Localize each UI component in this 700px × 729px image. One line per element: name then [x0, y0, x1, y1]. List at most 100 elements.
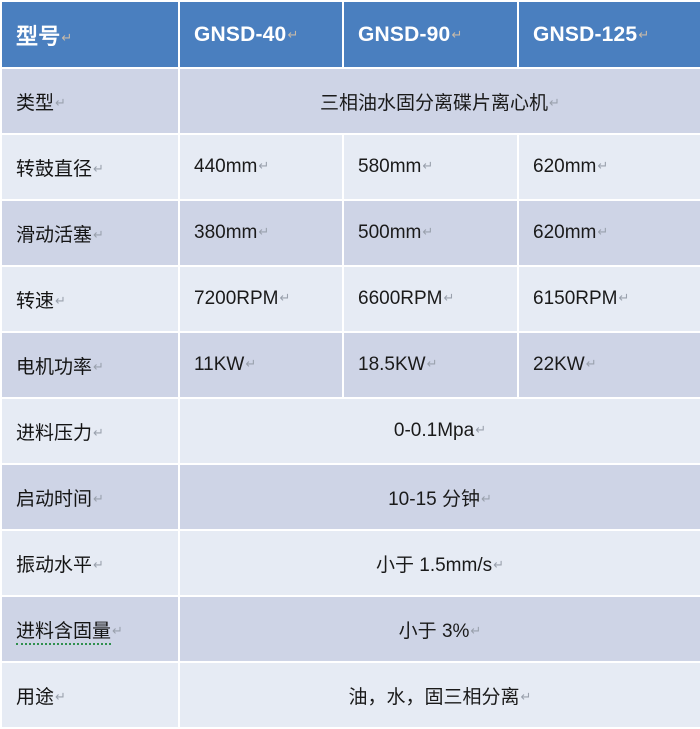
table-row: 进料含固量↵ 小于 3%↵ [0, 595, 700, 663]
table-row: 用途↵ 油，水，固三相分离↵ [0, 661, 700, 729]
row-merged-value-text: 小于 1.5mm/s [375, 554, 493, 576]
column-header-label-text: 型号 [16, 23, 61, 49]
row-label-cell: 进料压力↵ [0, 397, 180, 465]
pilcrow-icon: ↵ [245, 357, 257, 372]
pilcrow-icon: ↵ [638, 27, 650, 43]
row-label-cell: 转鼓直径↵ [0, 133, 180, 201]
table-row: 启动时间↵ 10-15 分钟 ↵ [0, 463, 700, 531]
pilcrow-icon: ↵ [287, 27, 299, 43]
row-value-text: 7200RPM [194, 288, 279, 309]
row-label-text: 进料压力 [16, 422, 93, 444]
pilcrow-icon: ↵ [93, 359, 104, 375]
row-label-cell: 振动水平↵ [0, 529, 180, 597]
pilcrow-icon: ↵ [585, 357, 597, 372]
row-value-cell: 380mm↵ [178, 199, 344, 267]
row-merged-value-cell: 小于 1.5mm/s↵ [178, 529, 700, 597]
row-merged-value-cell: 0-0.1Mpa↵ [178, 397, 700, 465]
row-value-text: 22KW [533, 354, 585, 375]
row-label-cell: 滑动活塞↵ [0, 199, 180, 267]
row-value-text: 380mm [194, 222, 258, 243]
pilcrow-icon: ↵ [93, 425, 104, 441]
pilcrow-icon: ↵ [475, 423, 487, 438]
column-header-model-2: GNSD-90↵ [342, 0, 519, 69]
row-value-cell: 18.5KW↵ [342, 331, 519, 399]
row-label-text: 振动水平 [16, 554, 93, 576]
pilcrow-icon: ↵ [279, 291, 291, 306]
table-header: 型号↵ GNSD-40↵ GNSD-90↵ GNSD-125↵ [0, 0, 700, 69]
column-header-label: 型号↵ [0, 0, 180, 69]
pilcrow-icon: ↵ [258, 159, 270, 174]
pilcrow-icon: ↵ [451, 27, 463, 43]
pilcrow-icon: ↵ [93, 491, 104, 507]
row-merged-value-text: 小于 3% [398, 620, 470, 642]
row-label-text: 滑动活塞 [16, 224, 93, 246]
pilcrow-icon: ↵ [549, 95, 560, 111]
row-value-text: 6150RPM [533, 288, 618, 309]
pilcrow-icon: ↵ [93, 557, 104, 573]
row-merged-value-text: 0-0.1Mpa [393, 420, 475, 441]
pilcrow-icon: ↵ [55, 95, 66, 111]
column-header-model-1: GNSD-40↵ [178, 0, 344, 69]
row-label-text: 启动时间 [16, 488, 93, 510]
pilcrow-icon: ↵ [618, 291, 630, 306]
pilcrow-icon: ↵ [55, 689, 66, 705]
row-value-text: 580mm [358, 156, 422, 177]
pilcrow-icon: ↵ [55, 293, 66, 309]
pilcrow-icon: ↵ [493, 557, 505, 573]
pilcrow-icon: ↵ [443, 291, 455, 306]
pilcrow-icon: ↵ [258, 225, 270, 240]
row-label-text: 类型 [16, 92, 55, 114]
pilcrow-icon: ↵ [93, 161, 104, 177]
pilcrow-icon: ↵ [426, 357, 438, 372]
row-value-cell: 580mm↵ [342, 133, 519, 201]
row-merged-value-cell: 油，水，固三相分离↵ [178, 661, 700, 729]
row-label-cell: 电机功率↵ [0, 331, 180, 399]
row-merged-value-cell: 三相油水固分离碟片离心机↵ [178, 67, 700, 135]
row-label-text: 转速 [16, 290, 55, 312]
row-label-text: 电机功率 [16, 356, 93, 378]
table-row: 进料压力↵ 0-0.1Mpa↵ [0, 397, 700, 465]
table-row: 转速↵ 7200RPM↵ 6600RPM↵ 6150RPM↵ [0, 265, 700, 333]
table-row: 类型↵ 三相油水固分离碟片离心机↵ [0, 67, 700, 135]
pilcrow-icon: ↵ [93, 227, 104, 243]
row-label-cell: 转速↵ [0, 265, 180, 333]
row-label-cell: 用途↵ [0, 661, 180, 729]
table-body: 类型↵ 三相油水固分离碟片离心机↵ 转鼓直径↵ 440mm↵ 580mm↵ 620mm↵ 滑… [0, 67, 700, 729]
row-value-cell: 11KW↵ [178, 331, 344, 399]
pilcrow-icon: ↵ [112, 623, 123, 639]
table-row: 转鼓直径↵ 440mm↵ 580mm↵ 620mm↵ [0, 133, 700, 201]
row-label-cell: 类型↵ [0, 67, 180, 135]
row-label-text: 转鼓直径 [16, 158, 93, 180]
row-label-cell: 启动时间↵ [0, 463, 180, 531]
row-value-cell: 500mm↵ [342, 199, 519, 267]
row-value-cell: 6600RPM↵ [342, 265, 519, 333]
pilcrow-icon: ↵ [61, 30, 73, 46]
table-row: 滑动活塞↵ 380mm↵ 500mm↵ 620mm↵ [0, 199, 700, 267]
row-value-cell: 22KW↵ [517, 331, 700, 399]
column-header-model-2-text: GNSD-90 [358, 22, 451, 46]
row-label-text: 进料含固量 [16, 620, 112, 645]
row-merged-value-text: 三相油水固分离碟片离心机 [320, 92, 549, 114]
pilcrow-icon: ↵ [422, 225, 434, 240]
pilcrow-icon: ↵ [422, 159, 434, 174]
pilcrow-icon: ↵ [597, 225, 609, 240]
row-value-text: 620mm [533, 156, 597, 177]
row-label-cell: 进料含固量↵ [0, 595, 180, 663]
column-header-model-1-text: GNSD-40 [194, 22, 287, 46]
column-header-model-3-text: GNSD-125 [533, 22, 638, 46]
row-value-cell: 440mm↵ [178, 133, 344, 201]
row-value-text: 500mm [358, 222, 422, 243]
row-value-cell: 6150RPM↵ [517, 265, 700, 333]
row-value-text: 440mm [194, 156, 258, 177]
row-value-cell: 7200RPM↵ [178, 265, 344, 333]
column-header-model-3: GNSD-125↵ [517, 0, 700, 69]
row-value-text: 620mm [533, 222, 597, 243]
pilcrow-icon: ↵ [597, 159, 609, 174]
pilcrow-icon: ↵ [470, 623, 482, 639]
row-value-text: 11KW [194, 354, 245, 375]
row-merged-value-text: 10-15 分钟 [388, 488, 480, 510]
row-value-cell: 620mm↵ [517, 199, 700, 267]
row-merged-value-cell: 小于 3%↵ [178, 595, 700, 663]
row-merged-value-text: 油，水，固三相分离 [348, 686, 520, 708]
